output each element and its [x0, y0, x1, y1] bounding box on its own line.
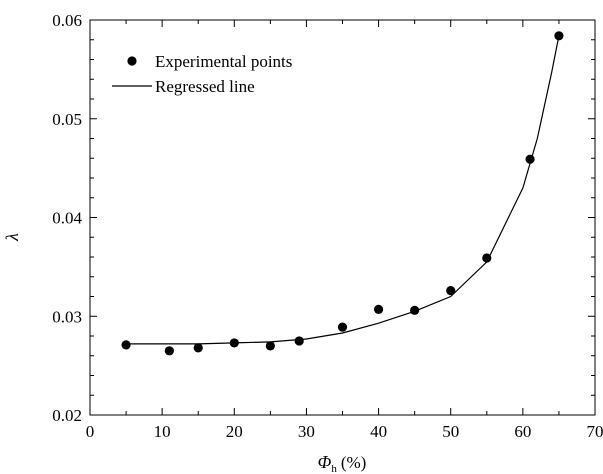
x-axis-symbol: Φ [318, 452, 332, 472]
x-axis-unit: (%) [341, 453, 366, 472]
x-tick-label: 10 [154, 422, 171, 441]
data-point [164, 346, 174, 356]
x-tick-label: 60 [514, 422, 531, 441]
x-axis: 0 10 20 30 40 50 60 70 [86, 20, 603, 441]
data-point [193, 343, 203, 353]
x-tick-label: 30 [298, 422, 315, 441]
x-tick-label: 40 [370, 422, 387, 441]
y-axis: 0.02 0.03 0.04 0.05 0.06 [52, 11, 595, 425]
data-point [525, 154, 535, 164]
experimental-points [121, 31, 564, 356]
y-tick-label: 0.06 [52, 11, 82, 30]
y-tick-label: 0.02 [52, 406, 82, 425]
data-point [337, 322, 348, 332]
x-tick-label: 20 [226, 422, 243, 441]
data-point [294, 336, 304, 346]
x-tick-label: 0 [86, 422, 95, 441]
y-tick-label: 0.04 [52, 209, 82, 228]
legend-label-points: Experimental points [155, 52, 292, 71]
data-point [482, 253, 492, 263]
x-axis-title: Φh (%) [318, 452, 367, 474]
data-point [265, 341, 275, 351]
data-point [410, 305, 420, 315]
y-tick-label: 0.03 [52, 307, 82, 326]
x-tick-label: 50 [442, 422, 459, 441]
legend-label-line: Regressed line [155, 77, 255, 96]
data-point [373, 304, 384, 314]
y-tick-label: 0.05 [52, 110, 82, 129]
regressed-line [126, 35, 560, 345]
x-tick-label: 70 [587, 422, 603, 441]
y-axis-title: λ [2, 233, 22, 242]
legend-point-marker [127, 56, 137, 66]
data-point [446, 285, 456, 296]
legend: Experimental points Regressed line [112, 52, 292, 96]
data-point [121, 340, 131, 350]
data-point [229, 338, 239, 348]
data-point [554, 31, 564, 41]
x-axis-subscript: h [331, 463, 337, 474]
